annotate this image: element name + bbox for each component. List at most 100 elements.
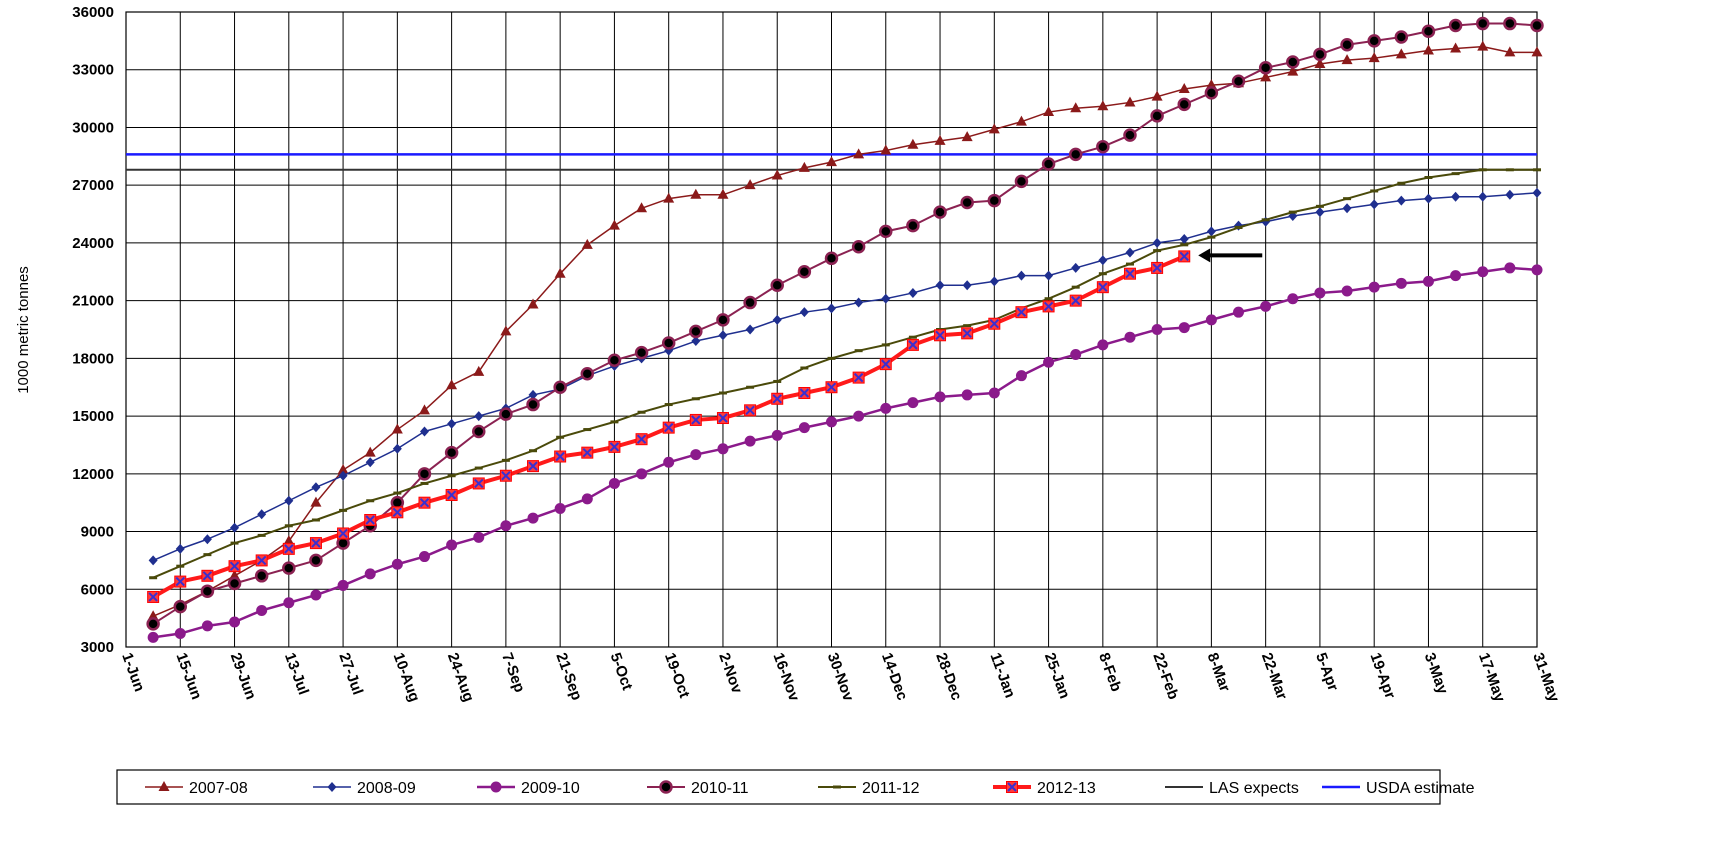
data-point: [852, 371, 865, 384]
data-point: [1340, 37, 1354, 52]
data-point: [1394, 30, 1409, 44]
data-point: [1260, 300, 1272, 312]
data-point: [391, 558, 403, 570]
series-line: [152, 45, 1537, 617]
data-point: [1531, 264, 1543, 276]
data-point: [906, 218, 920, 233]
data-point: [962, 280, 972, 291]
data-point: [284, 495, 294, 506]
data-point: [1152, 237, 1162, 248]
x-tick-label: 16-Nov: [769, 651, 802, 704]
data-point: [879, 224, 893, 239]
data-point: [1342, 203, 1352, 214]
legend-label: 2008-09: [357, 780, 416, 797]
data-point: [1477, 266, 1489, 278]
x-tick-label: 21-Sep: [552, 651, 585, 703]
x-tick-label: 14-Dec: [878, 651, 911, 703]
legend-label: 2011-12: [862, 780, 920, 797]
data-point: [1151, 324, 1163, 335]
data-point: [1395, 48, 1407, 59]
data-point: [1369, 199, 1379, 210]
data-point: [771, 169, 783, 180]
data-point: [988, 317, 1001, 330]
data-point: [879, 358, 892, 371]
data-point: [716, 313, 730, 327]
data-point: [1314, 57, 1326, 68]
data-point: [1205, 79, 1217, 90]
data-point: [825, 381, 838, 394]
legend-label: 2007-08: [189, 780, 248, 797]
data-point: [1478, 191, 1488, 202]
data-point: [364, 446, 376, 457]
data-point: [1395, 277, 1407, 289]
data-point: [663, 192, 675, 203]
data-point: [745, 324, 755, 335]
data-point: [1096, 139, 1110, 154]
data-point: [146, 617, 160, 631]
data-point: [934, 391, 946, 403]
x-tick-label: 28-Dec: [932, 651, 965, 703]
x-tick-label: 8-Feb: [1095, 651, 1125, 694]
data-point: [824, 251, 839, 266]
data-point: [690, 449, 702, 461]
y-tick-label: 15000: [72, 408, 114, 425]
data-point: [1422, 44, 1434, 55]
data-point: [907, 138, 919, 149]
legend-item: 2010-11: [647, 780, 749, 797]
legend-item: LAS expects: [1165, 780, 1299, 797]
data-point: [826, 416, 837, 428]
data-point: [935, 280, 945, 291]
data-point: [608, 219, 620, 230]
y-tick-label: 36000: [72, 4, 114, 21]
data-point: [1287, 293, 1299, 305]
data-point: [256, 604, 268, 616]
y-tick-label: 3000: [81, 639, 114, 656]
y-tick-label: 21000: [72, 293, 114, 310]
data-point: [1124, 331, 1136, 343]
data-point: [581, 446, 594, 459]
data-point: [987, 193, 1002, 208]
data-point: [853, 148, 865, 159]
x-tick-label: 22-Mar: [1258, 651, 1291, 702]
y-tick-label: 24000: [72, 235, 114, 252]
data-point: [1015, 306, 1028, 319]
data-point: [147, 610, 159, 621]
data-point: [690, 188, 702, 199]
data-point: [1097, 100, 1109, 111]
x-tick-label: 13-Jul: [281, 651, 312, 698]
data-point: [1367, 34, 1381, 48]
data-point: [961, 389, 973, 401]
data-point: [419, 426, 429, 437]
data-point: [826, 156, 837, 167]
data-point: [337, 527, 350, 540]
data-point: [1204, 86, 1219, 100]
data-point: [1475, 16, 1490, 31]
data-point: [662, 421, 675, 434]
data-point: [1123, 267, 1136, 280]
data-point: [1151, 90, 1163, 101]
data-point: [1098, 255, 1108, 266]
data-point: [1177, 97, 1191, 112]
data-point: [1450, 42, 1462, 53]
data-point: [200, 584, 215, 598]
data-point: [447, 418, 457, 429]
x-tick-label: 17-May: [1475, 651, 1509, 705]
data-point: [446, 379, 458, 390]
data-point: [635, 433, 648, 446]
data-point: [961, 131, 973, 142]
data-point: [490, 781, 502, 793]
data-point: [309, 537, 322, 550]
x-tick-label: 5-Apr: [1312, 651, 1341, 694]
legend-label: USDA estimate: [1366, 780, 1475, 797]
data-point: [1150, 109, 1164, 123]
data-point: [961, 327, 974, 340]
data-point: [880, 144, 892, 155]
data-point: [527, 298, 539, 309]
x-tick-label: 1-Jun: [118, 651, 148, 694]
data-point: [365, 457, 375, 468]
x-tick-label: 5-Oct: [607, 651, 636, 693]
data-point: [799, 307, 809, 318]
x-tick-label: 27-Jul: [335, 651, 366, 698]
data-point: [444, 445, 459, 460]
data-point: [880, 402, 892, 414]
